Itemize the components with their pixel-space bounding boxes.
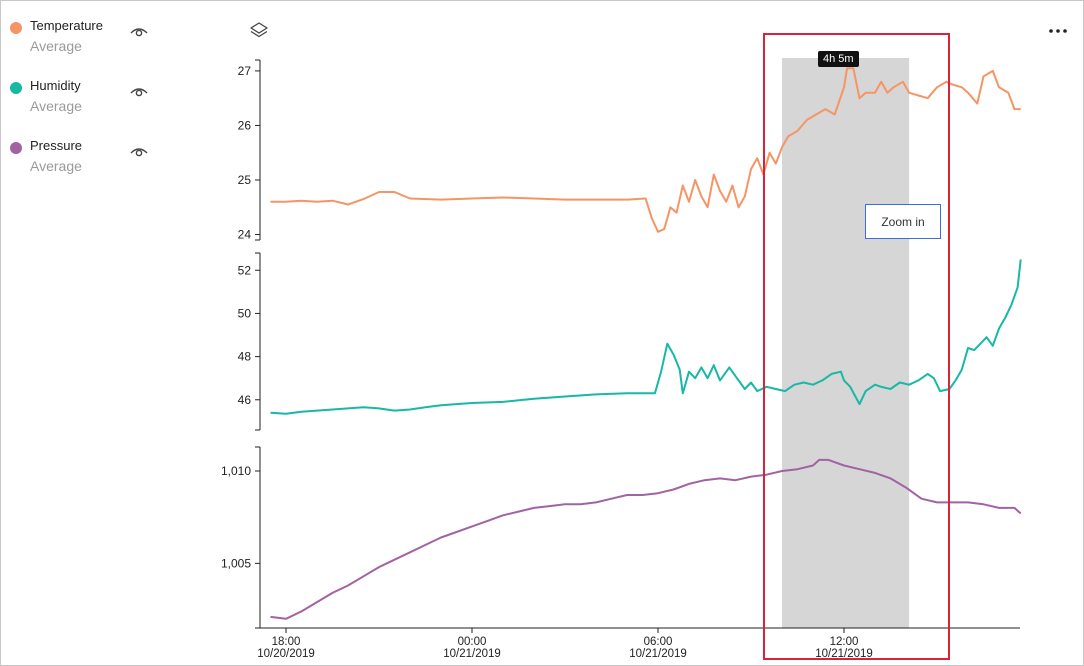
axes: 24 25 26 27 46 48 50 52 1,005 1,010 18:0010/20/201… (221, 59, 1020, 660)
y-tick-label: 52 (238, 263, 252, 277)
x-tick-date: 10/21/2019 (443, 648, 501, 660)
layers-icon[interactable] (248, 20, 270, 42)
y-tick-label: 48 (238, 350, 252, 364)
x-tick-time: 18:00 (272, 636, 301, 648)
legend-label: Pressure (30, 138, 83, 153)
x-tick-date: 10/21/2019 (629, 648, 687, 660)
legend-aggregation: Average (30, 38, 82, 54)
y-tick-label: 27 (238, 64, 252, 78)
humidity-color-dot (10, 82, 22, 94)
y-tick-label: 1,005 (221, 556, 251, 570)
pressure-color-dot (10, 142, 22, 154)
y-tick-label: 46 (238, 393, 252, 407)
series-line-humidity (270, 259, 1022, 415)
selection-duration-badge: 4h 5m (818, 51, 859, 67)
legend-aggregation: Average (30, 98, 82, 114)
temperature-color-dot (10, 22, 22, 34)
series-lines (270, 67, 1022, 620)
legend-item-temperature[interactable]: Temperature Average (8, 16, 168, 76)
x-tick-date: 10/21/2019 (815, 648, 873, 660)
x-tick-date: 10/20/2019 (257, 648, 315, 660)
legend-label: Humidity (30, 78, 81, 93)
eye-icon[interactable] (130, 26, 148, 38)
eye-icon[interactable] (130, 86, 148, 98)
x-tick-time: 12:00 (830, 636, 859, 648)
series-line-pressure (270, 458, 1022, 620)
y-tick-label: 26 (238, 118, 252, 132)
y-tick-label: 1,010 (221, 464, 251, 478)
more-icon[interactable] (1046, 24, 1070, 38)
zoom-in-button[interactable]: Zoom in (865, 204, 941, 239)
selection-range[interactable] (782, 58, 910, 628)
legend-label: Temperature (30, 18, 103, 33)
y-tick-label: 24 (238, 228, 252, 242)
legend: Temperature Average Humidity Average Pre… (8, 16, 168, 196)
x-tick-time: 00:00 (458, 636, 487, 648)
series-line-temperature (270, 67, 1021, 233)
legend-item-humidity[interactable]: Humidity Average (8, 76, 168, 136)
legend-aggregation: Average (30, 158, 82, 174)
y-tick-label: 50 (238, 306, 252, 320)
x-tick-time: 06:00 (644, 636, 673, 648)
legend-item-pressure[interactable]: Pressure Average (8, 136, 168, 196)
y-tick-label: 25 (238, 173, 252, 187)
eye-icon[interactable] (130, 146, 148, 158)
